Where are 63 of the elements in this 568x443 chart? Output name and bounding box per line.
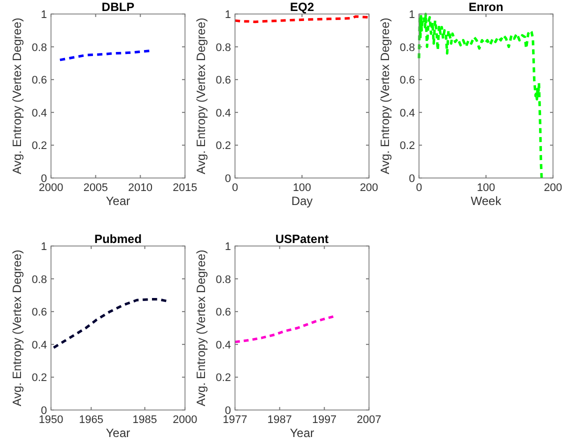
y-tick-label: 0.2 (32, 372, 47, 384)
y-tick-label: 1 (224, 9, 231, 21)
chart-title: EQ2 (290, 0, 314, 14)
x-tick-label: 200 (360, 182, 378, 194)
y-axis-title: Avg. Entropy (Vertex Degree) (194, 18, 208, 174)
x-axis-title: Year (106, 194, 130, 208)
y-tick-label: 0.4 (216, 339, 231, 352)
y-tick-label: 1 (224, 241, 231, 253)
x-tick-label: 200 (544, 182, 562, 194)
chart-title: Enron (468, 0, 504, 14)
y-axis-title: Avg. Entropy (Vertex Degree) (10, 250, 24, 406)
x-tick-label: 2005 (83, 182, 108, 194)
line-series (58, 50, 151, 62)
x-tick-label: 2000 (172, 414, 198, 426)
y-tick-label: 0.6 (400, 74, 415, 87)
chart-title: Pubmed (94, 232, 142, 246)
y-tick-label: 1 (40, 241, 47, 253)
x-tick-label: 2010 (128, 182, 153, 194)
y-axis-title: Avg. Entropy (Vertex Degree) (10, 18, 24, 174)
y-tick-label: 0.2 (400, 140, 415, 152)
y-tick-label: 0.2 (216, 140, 231, 152)
x-tick-label: 1950 (38, 414, 64, 426)
y-tick-label: 0.8 (400, 42, 415, 54)
y-tick-label: 0 (408, 173, 415, 185)
y-tick-label: 0.6 (32, 306, 47, 319)
x-tick-label: 2000 (38, 182, 64, 194)
line-series (52, 298, 168, 349)
y-tick-label: 0.2 (216, 372, 231, 384)
y-tick-label: 0.4 (32, 107, 47, 120)
x-tick-label: 1977 (222, 414, 248, 426)
x-axis-title: Year (290, 426, 314, 440)
y-tick-label: 0.6 (32, 74, 47, 87)
y-axis-title: Avg. Entropy (Vertex Degree) (378, 18, 392, 174)
y-tick-label: 0.4 (400, 107, 415, 120)
x-tick-label: 1985 (132, 414, 158, 426)
x-tick-label: 100 (476, 182, 496, 194)
x-tick-label: 1997 (312, 414, 337, 426)
chart-title: DBLP (102, 0, 134, 14)
y-tick-label: 0.6 (216, 74, 231, 87)
y-tick-label: 0.8 (216, 274, 231, 286)
y-tick-label: 0.6 (216, 306, 231, 319)
y-tick-label: 0.8 (32, 42, 47, 54)
y-tick-label: 0 (40, 173, 47, 185)
x-tick-label: 1987 (267, 414, 292, 426)
x-tick-label: 2015 (172, 182, 198, 194)
y-tick-label: 0.4 (216, 107, 231, 120)
y-tick-label: 0.4 (32, 339, 47, 352)
y-tick-label: 0 (224, 173, 231, 185)
line-series (418, 12, 543, 180)
y-tick-label: 0.8 (32, 274, 47, 286)
x-tick-label: 2007 (356, 414, 382, 426)
y-tick-label: 1 (408, 9, 415, 21)
y-tick-label: 0.2 (32, 140, 47, 152)
x-axis-title: Year (106, 426, 130, 440)
y-tick-label: 1 (40, 9, 47, 21)
x-tick-label: 100 (292, 182, 312, 194)
x-axis-title: Day (291, 194, 313, 208)
chart-title: USPatent (275, 232, 329, 246)
y-tick-label: 0.8 (216, 42, 231, 54)
y-axis-title: Avg. Entropy (Vertex Degree) (194, 250, 208, 406)
x-tick-label: 1965 (78, 414, 104, 426)
line-series (234, 315, 335, 344)
x-axis-title: Week (470, 194, 502, 208)
